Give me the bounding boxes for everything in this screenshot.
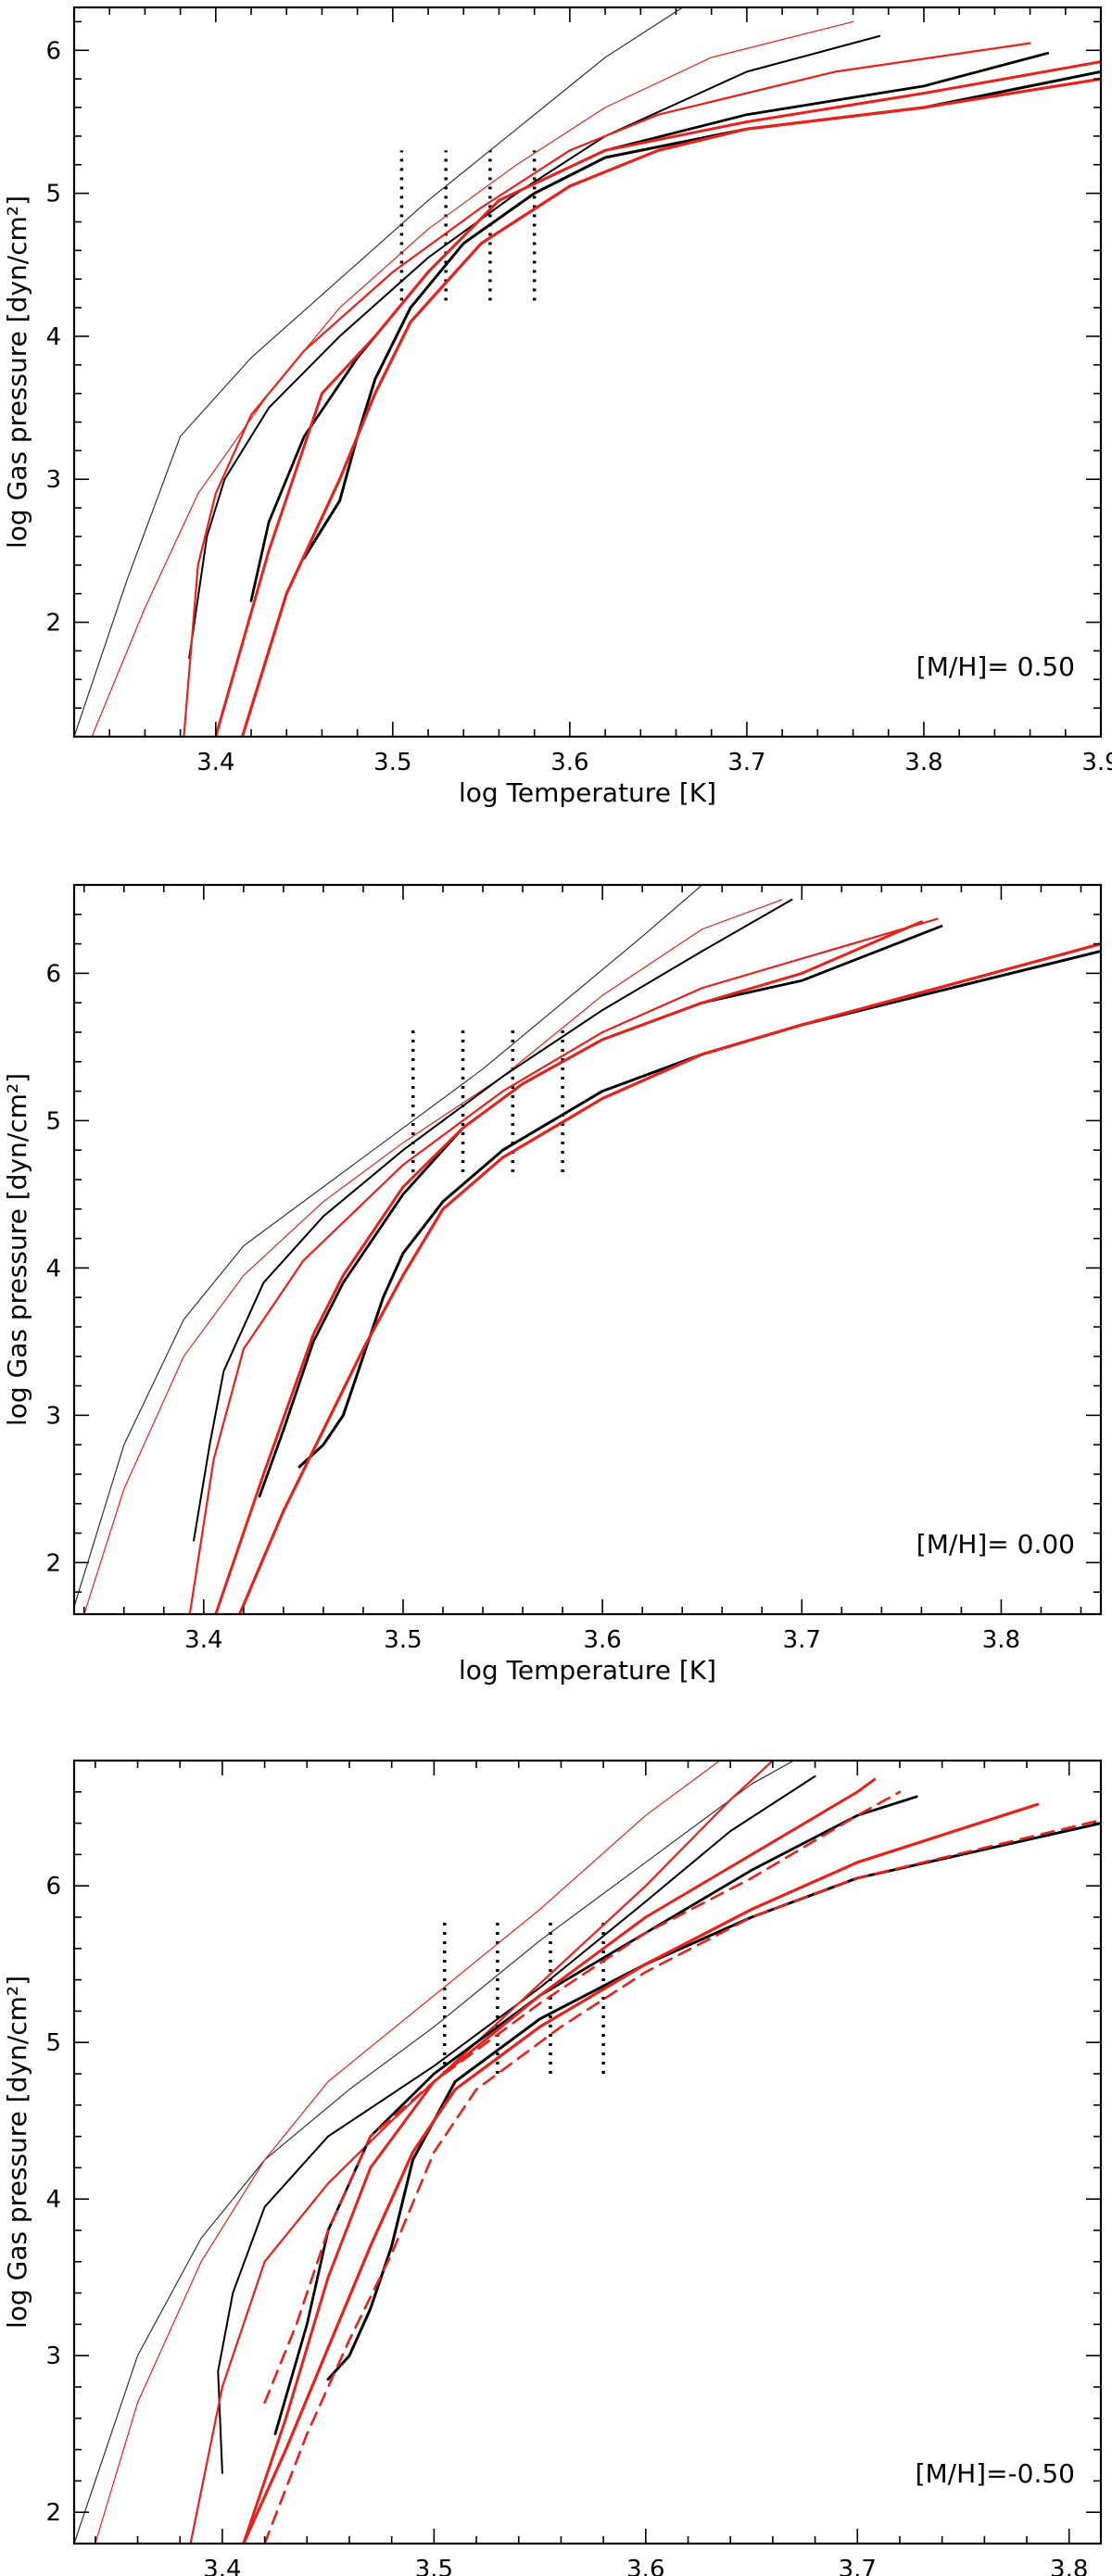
y-tick-label: 4 (45, 1255, 61, 1282)
axes-frame (74, 885, 1101, 1614)
chart-panel-1: 3.4 3.5 3.6 3.7 3.8 3.9 2 3 4 5 6 log Temperature [… (2, 0, 1112, 808)
chart-panel-2: 3.4 3.5 3.6 3.7 3.8 2 3 4 5 6 log Temperature [K] l… (2, 885, 1101, 1686)
series-line-red-1 (84, 900, 782, 1614)
y-tick-label: 3 (45, 466, 61, 494)
y-tick-label: 3 (45, 2342, 61, 2370)
x-tick-label: 3.6 (550, 749, 588, 777)
series-line-black-4 (304, 71, 1101, 558)
y-axis-title: log Gas pressure [dyn/cm²] (2, 1073, 32, 1426)
series-line-red-1 (95, 1761, 720, 2544)
figure: 3.4 3.5 3.6 3.7 3.8 3.9 2 3 4 5 6 log Temperature [… (0, 0, 1112, 2576)
series-line-black-4 (299, 952, 1101, 1468)
x-tick-label: 3.6 (583, 1626, 621, 1654)
series-line-black-2 (194, 900, 791, 1541)
series-line-red-2 (190, 919, 938, 1614)
series-line-red-4 (243, 79, 1102, 737)
y-tick-label: 4 (45, 2186, 61, 2214)
x-tick-label: 3.8 (904, 749, 942, 777)
y-tick-label: 2 (45, 610, 61, 638)
curves (74, 1761, 1101, 2544)
x-tick-label: 3.4 (184, 1626, 222, 1654)
y-tick-label: 2 (45, 2499, 61, 2527)
series-line-red-4 (240, 944, 1101, 1614)
series-line-red-2 (183, 44, 1030, 737)
x-tick-label: 3.8 (982, 1626, 1020, 1654)
y-axis-title: log Gas pressure [dyn/cm²] (2, 1976, 32, 2329)
x-tick-label: 3.5 (384, 1626, 422, 1654)
x-tick-label: 3.7 (783, 1626, 821, 1654)
curves (74, 0, 1101, 737)
metallicity-label: [M/H]= 0.50 (916, 651, 1075, 682)
metallicity-pressure-temperature-figure: 3.4 3.5 3.6 3.7 3.8 3.9 2 3 4 5 6 log Temperature [… (0, 0, 1112, 2576)
metallicity-label: [M/H]=-0.50 (916, 2458, 1075, 2489)
series-line-red-1 (92, 21, 853, 737)
series-line-black-1 (74, 885, 702, 1607)
y-tick-label: 6 (45, 960, 61, 988)
x-axis-title: log Temperature [K] (459, 1655, 716, 1686)
series-line-red-3 (216, 62, 1101, 737)
series-line-red-3 (244, 1779, 875, 2544)
axes-frame (74, 7, 1101, 737)
x-tick-label: 3.8 (1050, 2556, 1088, 2576)
series-line-red-4 (244, 1804, 1038, 2544)
series-line-red-3 (216, 922, 922, 1614)
series-line-black-2 (189, 36, 879, 658)
vertical-markers (413, 1025, 562, 1172)
curves (74, 885, 1101, 1614)
series-line-black-3 (251, 53, 1048, 600)
y-tick-label: 2 (45, 1549, 61, 1577)
x-tick-label: 3.4 (196, 749, 234, 777)
y-tick-label: 5 (45, 181, 61, 208)
series-line-black-4 (328, 1824, 1101, 2380)
y-tick-label: 6 (45, 1873, 61, 1900)
x-axis-title: log Temperature [K] (459, 777, 716, 808)
y-tick-label: 5 (45, 1107, 61, 1135)
x-tick-label: 3.7 (727, 749, 765, 777)
x-tick-label: 3.6 (626, 2556, 664, 2576)
axes-frame (74, 1761, 1101, 2544)
metallicity-label: [M/H]= 0.00 (916, 1529, 1075, 1559)
y-axis-title: log Gas pressure [dyn/cm²] (2, 196, 32, 549)
y-tick-label: 6 (45, 37, 61, 65)
x-tick-label: 3.4 (203, 2556, 241, 2576)
series-line-red-dashed-3 (265, 1792, 900, 2403)
x-tick-label: 3.5 (415, 2556, 453, 2576)
y-tick-label: 4 (45, 323, 61, 351)
x-tick-label: 3.5 (373, 749, 411, 777)
series-line-red-dashed-4 (265, 1820, 1101, 2544)
x-tick-label: 3.7 (839, 2556, 877, 2576)
y-tick-label: 3 (45, 1402, 61, 1430)
x-tick-label: 3.9 (1081, 749, 1112, 777)
y-tick-label: 5 (45, 2029, 61, 2057)
